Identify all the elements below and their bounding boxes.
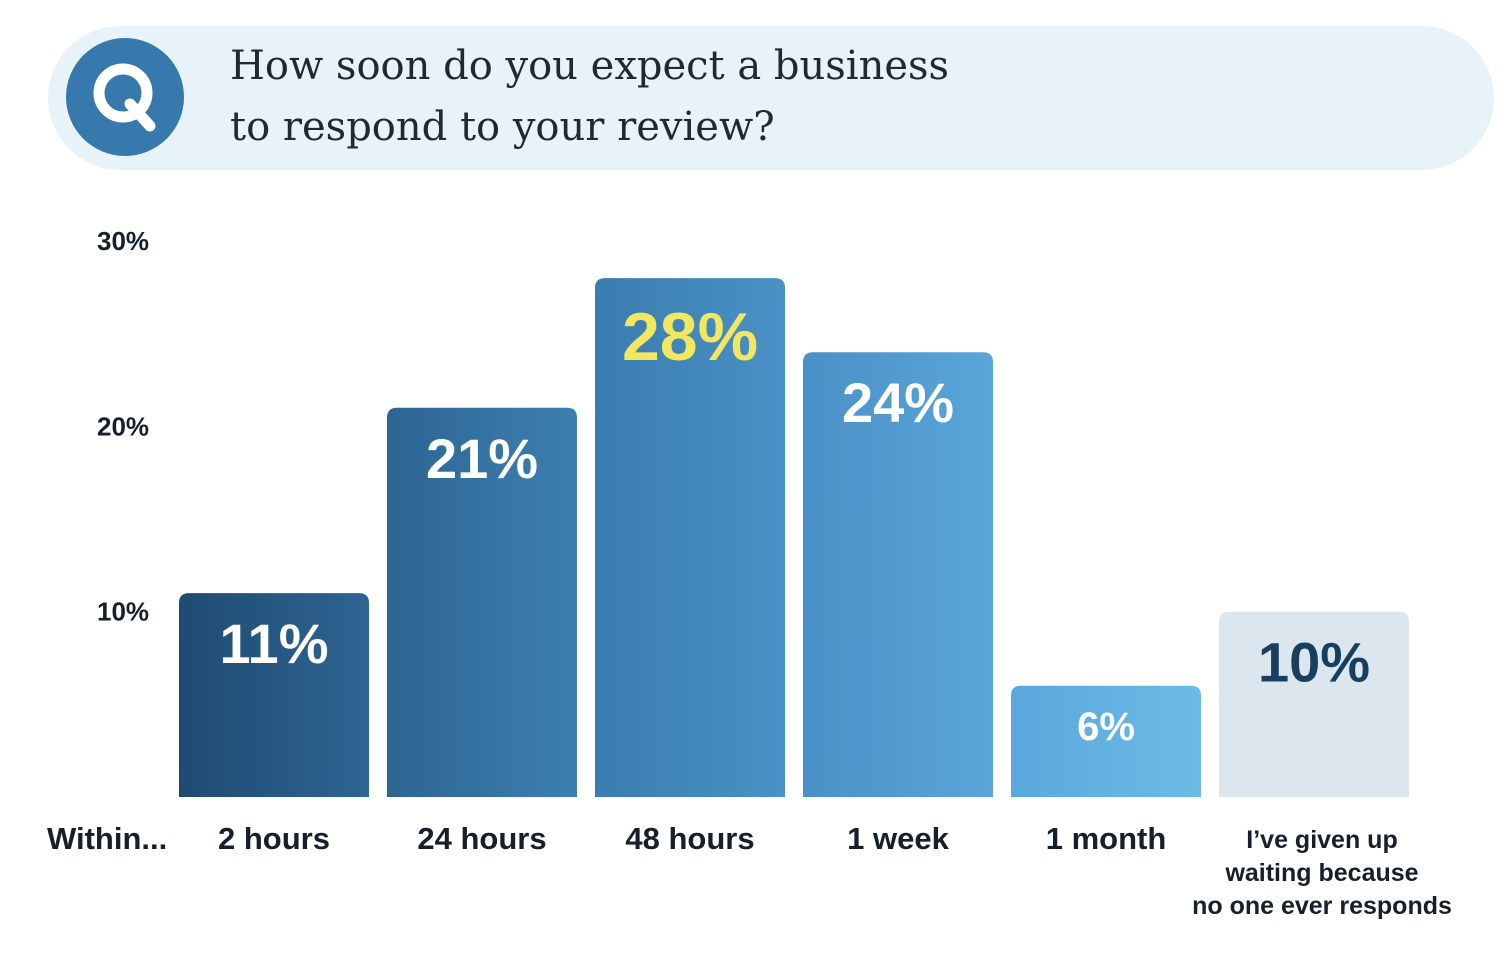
x-label-48-hours: 48 hours bbox=[625, 821, 754, 856]
x-label-line: no one ever responds bbox=[1192, 892, 1452, 920]
bars bbox=[179, 278, 1409, 798]
x-label-1-month: 1 month bbox=[1046, 821, 1167, 856]
bar-value-label-1-week: 24% bbox=[842, 371, 954, 434]
question-title: How soon do you expect a business to res… bbox=[230, 36, 1230, 158]
bar-value-label-24-hours: 21% bbox=[426, 427, 538, 490]
bar-value-label-1-month: 6% bbox=[1077, 705, 1135, 749]
x-label-line: I’ve given up bbox=[1246, 826, 1397, 854]
question-banner bbox=[48, 26, 1494, 170]
bar-value-label-48-hours: 28% bbox=[622, 299, 758, 375]
x-label-line: waiting because bbox=[1224, 859, 1418, 887]
axis-prefix-label: Within... bbox=[47, 821, 167, 856]
y-tick-label-30: 30% bbox=[97, 226, 149, 256]
y-axis-ticks: 10% 20% 30% bbox=[97, 226, 149, 627]
bar-1-week bbox=[803, 352, 993, 797]
x-label-i-ve-given-up: I’ve given up waiting because no one ever … bbox=[1192, 826, 1452, 920]
bar-i-ve-given-up bbox=[1219, 611, 1409, 797]
bar-24-hours bbox=[387, 407, 577, 797]
y-tick-label-10: 10% bbox=[97, 597, 149, 627]
question-icon bbox=[66, 38, 184, 156]
x-label-1-week: 1 week bbox=[847, 821, 949, 856]
bar-data-labels: 11% 21% 28% 24% 6% 10% bbox=[220, 299, 1371, 749]
bar-48-hours bbox=[595, 278, 785, 798]
bar-2-hours bbox=[179, 593, 369, 797]
bar-value-label-i-ve-given-up: 10% bbox=[1258, 631, 1370, 694]
question-line-1: How soon do you expect a business bbox=[230, 43, 950, 89]
question-line-2: to respond to your review? bbox=[230, 104, 775, 150]
bar-1-month bbox=[1011, 685, 1201, 797]
y-tick-label-20: 20% bbox=[97, 411, 149, 441]
x-axis-labels: 2 hours 24 hours 48 hours 1 week 1 month I’ve… bbox=[218, 821, 1452, 920]
x-label-24-hours: 24 hours bbox=[417, 821, 546, 856]
bar-value-label-2-hours: 11% bbox=[220, 612, 329, 675]
x-label-2-hours: 2 hours bbox=[218, 821, 330, 856]
